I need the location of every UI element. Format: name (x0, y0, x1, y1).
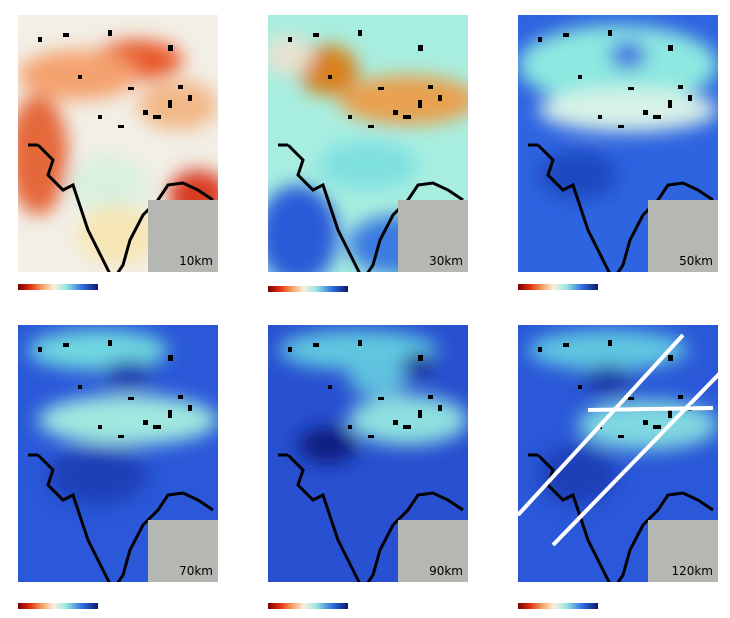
map-panel: 50km (518, 15, 718, 280)
map-panel: 70km (18, 325, 218, 590)
map-panel: 120km (518, 325, 723, 590)
depth-label: 120km (671, 564, 713, 578)
depth-label: 70km (179, 564, 213, 578)
map-panel: 10km (8, 15, 228, 280)
map-panel: 90km (268, 325, 468, 590)
depth-label: 50km (679, 254, 713, 268)
depth-label: 30km (429, 254, 463, 268)
map-panel: 30km (258, 15, 478, 285)
figure: 10km 30km 50km (0, 0, 730, 618)
depth-label: 90km (429, 564, 463, 578)
depth-label: 10km (179, 254, 213, 268)
